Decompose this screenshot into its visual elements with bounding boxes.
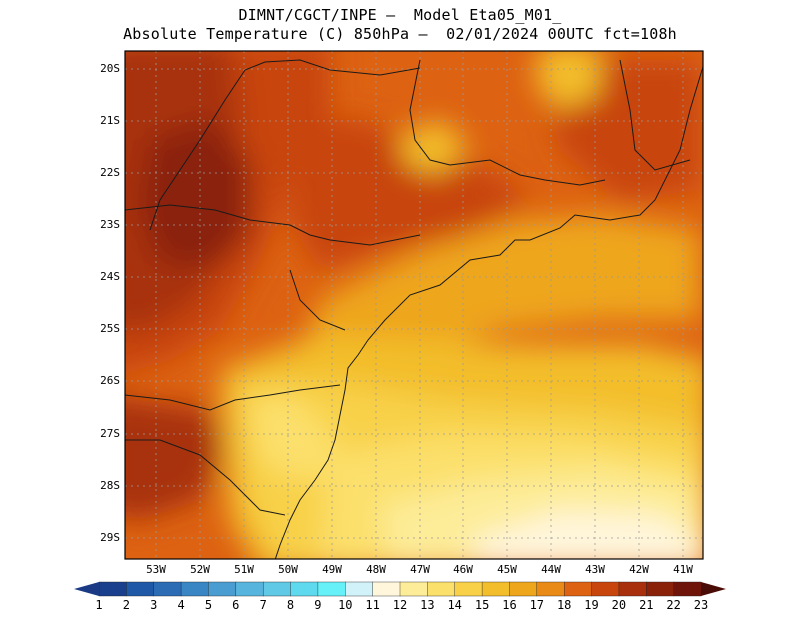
- colorbar-swatch: [208, 581, 237, 597]
- lat-label-22s: 22S: [100, 166, 120, 179]
- title-line-2: Absolute Temperature (C) 850hPa – 02/01/…: [123, 25, 677, 43]
- lon-label-52w: 52W: [190, 563, 210, 576]
- title-line-1: DIMNT/CGCT/INPE – Model Eta05_M01_: [238, 6, 562, 24]
- colorbar-swatch: [536, 581, 565, 597]
- lat-label-26s: 26S: [100, 374, 120, 387]
- lat-label-20s: 20S: [100, 62, 120, 75]
- colorbar-tick-label: 3: [150, 598, 158, 612]
- temp-zone-16: [300, 215, 700, 365]
- colorbar-tick-label: 12: [392, 598, 408, 612]
- colorbar-swatch: [372, 581, 401, 597]
- lon-label-49w: 49W: [322, 563, 342, 576]
- lon-label-41w: 41W: [673, 563, 693, 576]
- colorbar-swatch: [98, 581, 127, 597]
- colorbar-tick-label: 19: [584, 598, 599, 612]
- grid-lines: [125, 51, 703, 559]
- lon-label-47w: 47W: [410, 563, 430, 576]
- colorbar-tick-label: 7: [259, 598, 267, 612]
- colorbar-tick-label: 6: [232, 598, 240, 612]
- lon-label-44w: 44W: [541, 563, 561, 576]
- colorbar-swatch: [290, 581, 319, 597]
- colorbar-swatch: [618, 581, 647, 597]
- temperature-field: [125, 51, 703, 559]
- colorbar-tick-label: 2: [122, 598, 130, 612]
- lon-label-45w: 45W: [497, 563, 517, 576]
- lon-label-42w: 42W: [629, 563, 649, 576]
- lat-label-25s: 25S: [100, 322, 120, 335]
- colorbar-swatch: [126, 581, 155, 597]
- lat-label-29s: 29S: [100, 531, 120, 544]
- colorbar-swatch: [235, 581, 264, 597]
- boundaries: [125, 59, 703, 559]
- lon-label-50w: 50W: [278, 563, 298, 576]
- border-sp-pr: [125, 204, 421, 246]
- border-pr-internal: [289, 269, 346, 331]
- colorbar-swatch: [262, 581, 292, 597]
- colorbar-tick-label: 16: [502, 598, 517, 612]
- colorbar-tick-label: 9: [314, 598, 322, 612]
- colorbar-tick-label: 10: [338, 598, 353, 612]
- lon-label-43w: 43W: [585, 563, 605, 576]
- colorbar-tick-label: 17: [529, 598, 545, 612]
- lat-label-28s: 28S: [100, 479, 120, 492]
- lon-label-51w: 51W: [234, 563, 254, 576]
- colorbar-swatch: [427, 581, 456, 597]
- colorbar-left-arrow: [74, 582, 99, 596]
- temp-zone-19b: [290, 120, 530, 270]
- map-frame: [124, 50, 704, 560]
- colorbar-right-arrow: [701, 582, 726, 596]
- colorbar-tick-label: 5: [204, 598, 213, 612]
- temp-pocket-15b: [535, 51, 600, 110]
- temp-pocket-15: [400, 120, 470, 175]
- colorbar-tick-label: 15: [474, 598, 490, 612]
- colorbar-tick-label: 21: [639, 598, 654, 612]
- temp-zone-13a: [250, 395, 340, 480]
- colorbar-tick-label: 13: [420, 598, 435, 612]
- colorbar: [74, 581, 726, 597]
- border-ms-sp: [149, 69, 246, 231]
- colorbar-tick-label: 23: [693, 598, 709, 612]
- colorbar-tick-label: 11: [365, 598, 380, 612]
- colorbar-tick-label: 8: [286, 598, 295, 612]
- lat-label-24s: 24S: [100, 270, 120, 283]
- colorbar-swatch: [180, 581, 209, 597]
- colorbar-tick-label: 4: [177, 598, 185, 612]
- border-sc-rs: [125, 439, 286, 516]
- border-sp-mg: [409, 59, 606, 186]
- colorbar-swatch: [317, 581, 346, 597]
- lat-label-21s: 21S: [100, 114, 120, 127]
- colorbar-swatch: [673, 581, 702, 597]
- colorbar-swatch: [481, 581, 510, 597]
- colorbar-swatch: [345, 581, 374, 597]
- lon-label-53w: 53W: [146, 563, 166, 576]
- border-ms-go: [244, 59, 421, 76]
- coastline: [274, 64, 703, 559]
- colorbar-swatch: [509, 581, 538, 597]
- lat-label-27s: 27S: [100, 427, 120, 440]
- colorbar-tick-label: 22: [666, 598, 681, 612]
- border-mg-es: [619, 59, 691, 171]
- temp-zone-11: [470, 510, 700, 559]
- temp-zone-21: [140, 120, 250, 270]
- border-pr-sc: [125, 384, 341, 411]
- colorbar-tick-label: 1: [95, 598, 103, 612]
- lon-label-48w: 48W: [366, 563, 386, 576]
- lon-label-46w: 46W: [453, 563, 473, 576]
- colorbar-swatch: [563, 581, 593, 597]
- colorbar-tick-label: 18: [556, 598, 572, 612]
- colorbar-tick-label: 14: [447, 598, 462, 612]
- colorbar-swatch: [399, 581, 428, 597]
- colorbar-swatch: [454, 581, 483, 597]
- colorbar-swatch: [646, 581, 675, 597]
- colorbar-tick-label: 20: [611, 598, 627, 612]
- colorbar-swatch: [591, 581, 620, 597]
- colorbar-swatch: [153, 581, 182, 597]
- lat-label-23s: 23S: [100, 218, 120, 231]
